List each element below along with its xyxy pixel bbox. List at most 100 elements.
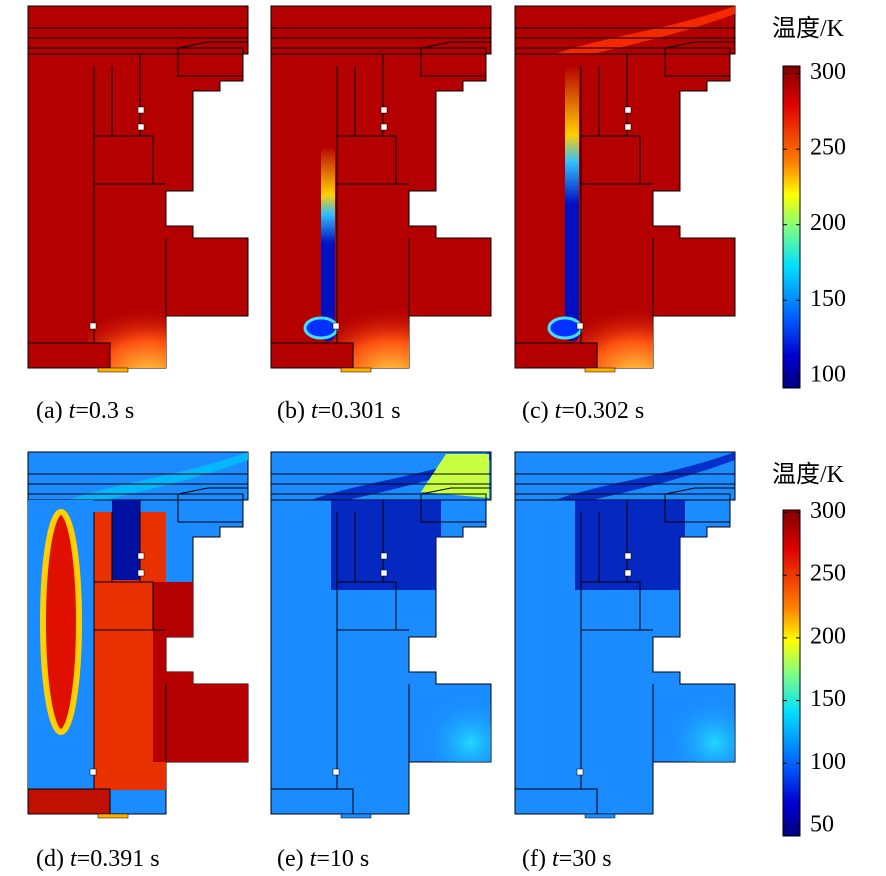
colorbar-tick-label: 100 [810, 361, 846, 387]
caption-variable: t [552, 846, 560, 872]
contour-panel [270, 451, 492, 819]
sensor [332, 322, 340, 330]
sensor [380, 123, 388, 131]
plate-line [271, 41, 491, 49]
hot-right [153, 582, 248, 762]
base-plate [340, 813, 372, 819]
caption-variable: t [70, 846, 78, 872]
colorbars: 温度/K 100 150 200 250 300 温度/K 50 100 150 200 250 300 [772, 15, 846, 837]
caption-label: (c) [522, 398, 549, 424]
warm-right [409, 684, 491, 762]
flow-streak [68, 452, 248, 504]
step [664, 47, 731, 77]
plate-line [515, 487, 735, 495]
plate [514, 451, 736, 501]
base-block [270, 788, 354, 815]
step [664, 493, 731, 523]
caption-variable: t [555, 398, 563, 424]
captions: (a) t=0.3 s (b) t=0.301 s (c) t=0.302 s(d) t=0… [36, 398, 644, 872]
step [420, 47, 487, 77]
sensor [380, 106, 388, 114]
sensor [332, 768, 340, 776]
contour-panel [27, 5, 249, 373]
colorbar-tick-label: 200 [810, 210, 846, 236]
plate [27, 5, 249, 55]
caption: (f) t=30 s [522, 846, 612, 872]
caption-variable: t [311, 398, 319, 424]
cold-pool [547, 316, 583, 340]
caption-variable: t [310, 846, 318, 872]
sensor [624, 552, 632, 560]
base-plate [584, 367, 616, 373]
caption-label: (e) [277, 846, 304, 872]
caption-label: (b) [277, 398, 305, 424]
contour-panel [27, 451, 249, 819]
sensor [624, 123, 632, 131]
base-block [270, 342, 354, 369]
sensor [380, 569, 388, 577]
sensor [624, 569, 632, 577]
sensor [137, 123, 145, 131]
plate [27, 451, 249, 501]
caption-value: =0.301 s [318, 398, 401, 424]
step [177, 47, 244, 77]
warm-right [653, 684, 735, 762]
base-plate [97, 813, 129, 819]
sensor [624, 106, 632, 114]
caption-label: (a) [36, 398, 63, 424]
colorbar-tick-label: 50 [810, 811, 834, 837]
contour-panel [514, 5, 736, 373]
colorbar-tick-label: 100 [810, 749, 846, 775]
sensor [89, 768, 97, 776]
colorbar [782, 509, 801, 837]
plate [514, 5, 736, 55]
base-plate [584, 813, 616, 819]
sensor [137, 106, 145, 114]
step [177, 493, 244, 523]
warm-zone [421, 454, 489, 498]
cold-jet [321, 146, 335, 341]
cold-top [331, 500, 441, 590]
colorbar-tick-label: 200 [810, 623, 846, 649]
flow-streak [311, 452, 491, 504]
caption: (b) t=0.301 s [277, 398, 401, 424]
sensor [576, 322, 584, 330]
base-plate [97, 367, 129, 373]
plate-line [28, 41, 248, 49]
cold-top [575, 500, 685, 590]
base-block [514, 788, 598, 815]
caption-value: =10 s [316, 846, 369, 872]
caption-value: =0.391 s [77, 846, 160, 872]
sensor [576, 768, 584, 776]
cold-pool [303, 316, 339, 340]
caption-value: =0.302 s [561, 398, 644, 424]
cold-channel [112, 500, 140, 580]
caption: (d) t=0.391 s [36, 846, 160, 872]
colorbar-tick-label: 150 [810, 686, 846, 712]
contour-panel [270, 5, 492, 373]
plate-line [28, 487, 248, 495]
caption-label: (d) [36, 846, 64, 872]
sensor [137, 569, 145, 577]
caption-variable: t [69, 398, 77, 424]
base-plate [340, 367, 372, 373]
hot-core [40, 509, 82, 735]
caption: (e) t=10 s [277, 846, 369, 872]
caption-value: =0.3 s [75, 398, 134, 424]
colorbar-tick-label: 250 [810, 561, 846, 587]
colorbar-label: 温度/K [772, 461, 845, 488]
cold-jet [565, 66, 579, 341]
colorbar [782, 65, 801, 389]
panels [27, 5, 736, 819]
colorbar-label: 温度/K [772, 15, 845, 42]
sensor [137, 552, 145, 560]
plate [270, 5, 492, 55]
contour-panel [514, 451, 736, 819]
plate-line [271, 487, 491, 495]
caption: (a) t=0.3 s [36, 398, 134, 424]
colorbar-tick-label: 150 [810, 286, 846, 312]
plate-line [515, 41, 735, 49]
base-block [27, 342, 111, 369]
sensor [89, 322, 97, 330]
